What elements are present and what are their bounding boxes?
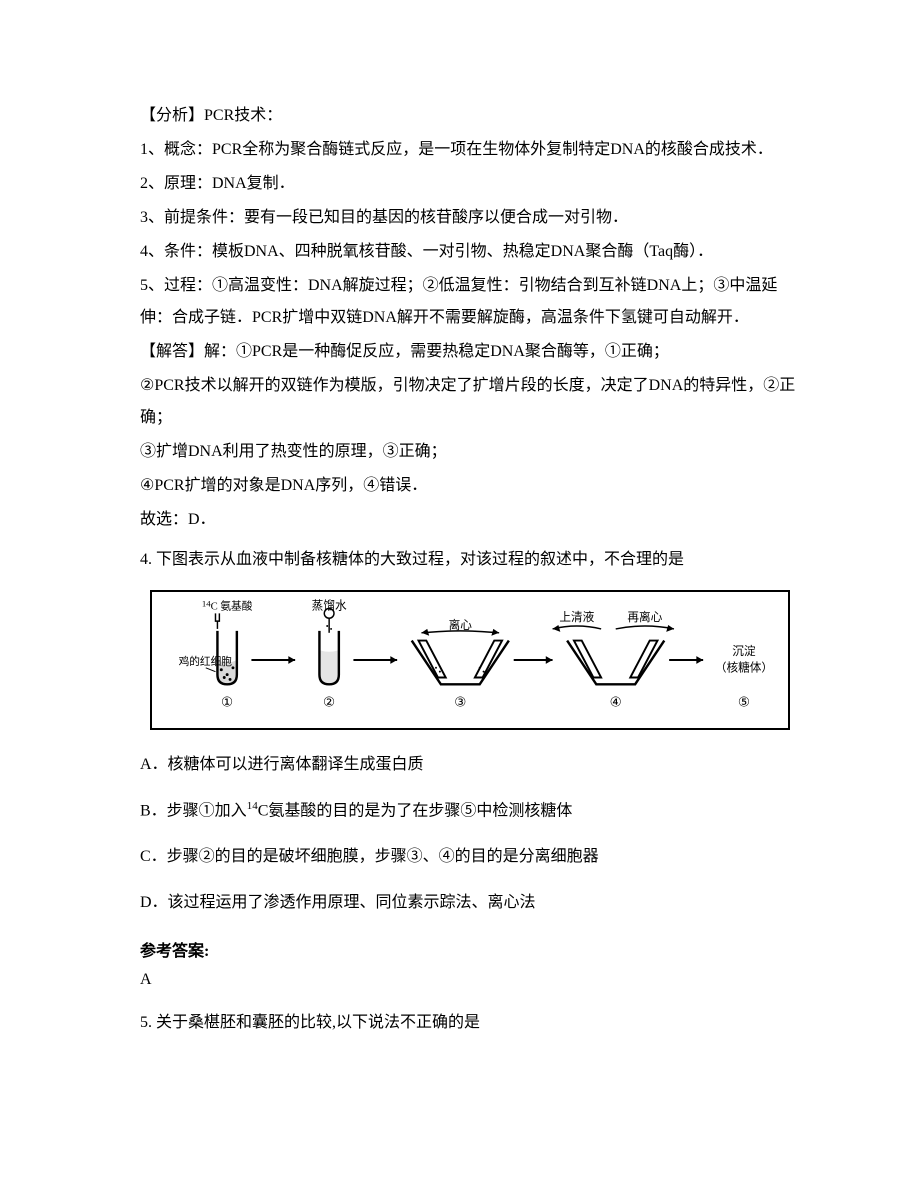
diagram-num-4: ④ <box>610 695 622 710</box>
analysis-point-1: 1、概念：PCR全称为聚合酶链式反应，是一项在生物体外复制特定DNA的核酸合成技… <box>140 134 800 166</box>
diagram-water-label: 蒸馏水 <box>312 598 347 612</box>
solution-heading: 【解答】解：①PCR是一种酶促反应，需要热稳定DNA聚合酶等，①正确； <box>140 336 800 368</box>
q4-option-d: D．该过程运用了渗透作用原理、同位素示踪法、离心法 <box>140 887 800 919</box>
solution-line-4: 故选：D． <box>140 504 800 536</box>
diagram-amino-label: 14C 氨基酸 <box>202 599 253 613</box>
solution-line-1: ②PCR技术以解开的双链作为模版，引物决定了扩增片段的长度，决定了DNA的特异性… <box>140 370 800 434</box>
tube-2-icon <box>319 609 338 685</box>
solution-line-3: ④PCR扩增的对象是DNA序列，④错误． <box>140 470 800 502</box>
solution-line-2: ③扩增DNA利用了热变性的原理，③正确； <box>140 436 800 468</box>
analysis-point-4: 4、条件：模板DNA、四种脱氧核苷酸、一对引物、热稳定DNA聚合酶（Taq酶）． <box>140 236 800 268</box>
diagram-sup-label: 上清液 <box>559 610 594 624</box>
q4-option-c: C．步骤②的目的是破坏细胞膜，步骤③、④的目的是分离细胞器 <box>140 841 800 873</box>
diagram-precip-label2: （核糖体） <box>715 661 773 675</box>
centrifuge-3-icon <box>412 641 509 685</box>
tube-1-icon <box>215 613 236 684</box>
diagram-cent1-label: 离心 <box>449 618 473 632</box>
q4-option-a: A．核糖体可以进行离体翻译生成蛋白质 <box>140 749 800 781</box>
diagram-num-1: ① <box>221 695 233 710</box>
centrifuge-4-icon <box>567 641 664 685</box>
diagram-precip-label: 沉淀 <box>732 644 756 658</box>
analysis-point-3: 3、前提条件：要有一段已知目的基因的核苷酸序以便合成一对引物． <box>140 202 800 234</box>
ribosome-diagram: 14C 氨基酸 鸡的红细胞 ① 蒸馏水 ② 离心 <box>140 590 800 735</box>
diagram-num-2: ② <box>323 695 335 710</box>
analysis-point-5: 5、过程：①高温变性：DNA解旋过程；②低温复性：引物结合到互补链DNA上；③中… <box>140 270 800 334</box>
diagram-cell-label: 鸡的红细胞 <box>179 655 233 668</box>
analysis-point-2: 2、原理：DNA复制． <box>140 168 800 200</box>
diagram-num-3: ③ <box>454 695 466 710</box>
q4-answer-label: 参考答案: <box>140 937 800 961</box>
diagram-num-5: ⑤ <box>738 695 750 710</box>
q4-answer-value: A <box>140 971 800 989</box>
q4-stem: 4. 下图表示从血液中制备核糖体的大致过程，对该过程的叙述中，不合理的是 <box>140 544 800 576</box>
diagram-cent2-label: 再离心 <box>627 610 662 624</box>
q4-option-b: B．步骤①加入14C氨基酸的目的是为了在步骤⑤中检测核糖体 <box>140 795 800 827</box>
analysis-heading: 【分析】PCR技术： <box>140 100 800 132</box>
q5-stem: 5. 关于桑椹胚和囊胚的比较,以下说法不正确的是 <box>140 1007 800 1039</box>
